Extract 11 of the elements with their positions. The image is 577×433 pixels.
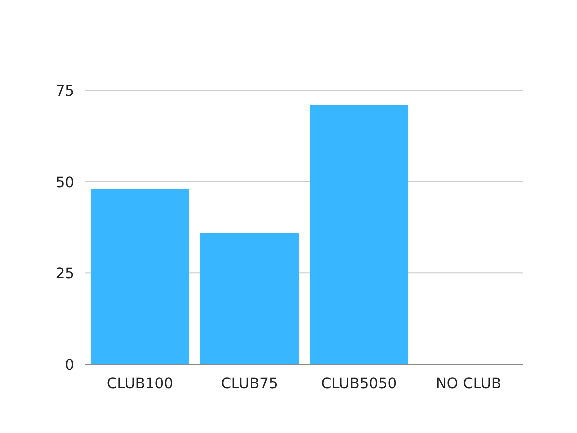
y-tick-label: 0 [65, 357, 75, 374]
y-tick-label: 50 [56, 174, 75, 192]
x-tick-label: CLUB5050 [321, 376, 398, 392]
bar [310, 105, 409, 364]
x-tick-label: NO CLUB [436, 376, 502, 392]
x-tick-label: CLUB75 [221, 376, 278, 392]
bar [90, 189, 190, 364]
x-tick-label: CLUB100 [107, 376, 174, 392]
y-tick-label: 25 [56, 266, 75, 283]
bar [200, 232, 300, 364]
y-tick-label: 75 [56, 83, 75, 100]
